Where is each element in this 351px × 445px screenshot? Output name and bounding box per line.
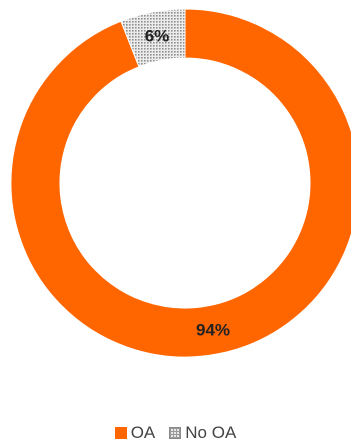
data-label-oa: 94%: [196, 320, 230, 339]
legend-item-oa[interactable]: OA: [114, 423, 156, 443]
slice-oa[interactable]: [10, 8, 351, 358]
legend-swatch-oa: [114, 427, 127, 439]
legend: OA No OA: [0, 423, 351, 443]
legend-label-no-oa: No OA: [185, 423, 237, 442]
legend-label-oa: OA: [130, 423, 156, 442]
donut-data-labels: 94% 6%: [145, 27, 230, 340]
slice-no-oa[interactable]: [120, 8, 186, 68]
legend-swatch-no-oa: [169, 427, 182, 439]
data-label-no-oa: 6%: [145, 27, 170, 46]
donut-slices: [10, 8, 351, 358]
legend-item-no-oa[interactable]: No OA: [169, 423, 236, 443]
